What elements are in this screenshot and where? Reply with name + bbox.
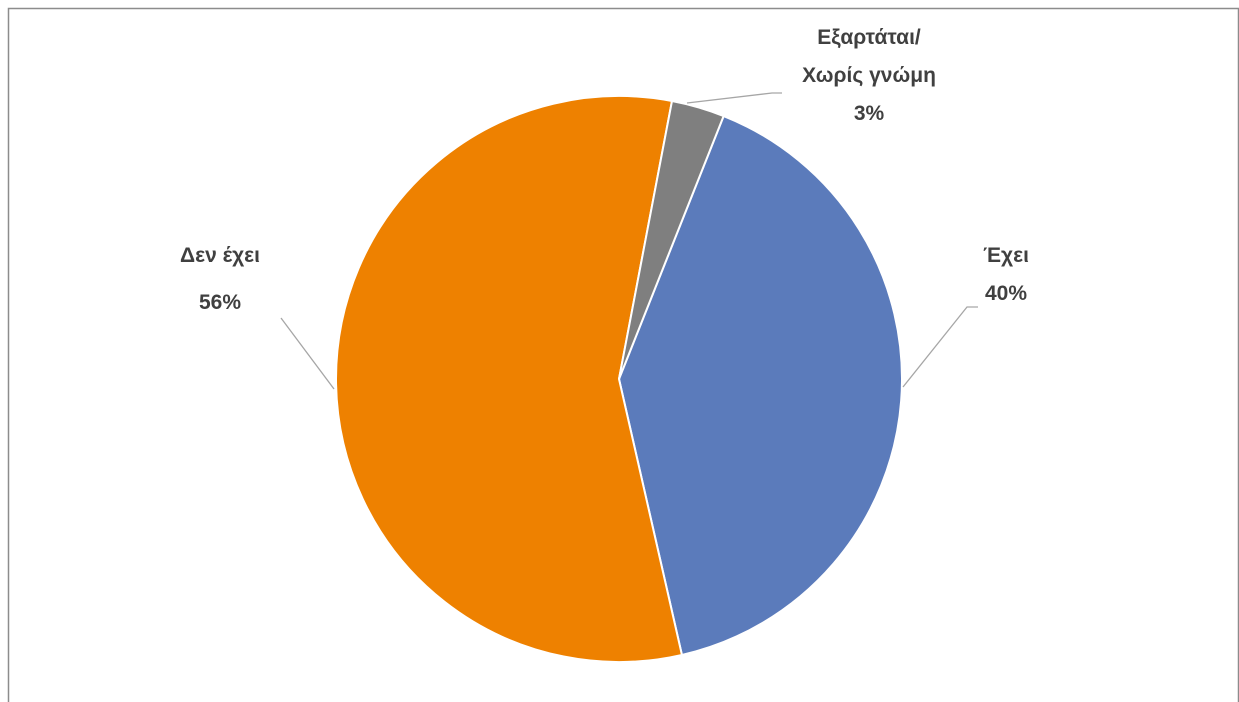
slices-layer [336, 96, 902, 662]
slice-value-label-3: 3% [854, 102, 885, 125]
leader-line-3 [687, 93, 782, 103]
slice-label-3-line-2: Χωρίς γνώμη [802, 64, 936, 87]
leader-line-1 [903, 307, 978, 387]
slice-label-1-line-1: Έχει [983, 244, 1029, 267]
leader-line-2 [281, 318, 334, 389]
slice-value-label-2: 56% [199, 291, 241, 314]
slice-label-2-line-1: Δεν έχει [180, 244, 260, 267]
slice-value-label-1: 40% [985, 282, 1027, 305]
slice-label-3-line-1: Εξαρτάται/ [817, 26, 921, 49]
